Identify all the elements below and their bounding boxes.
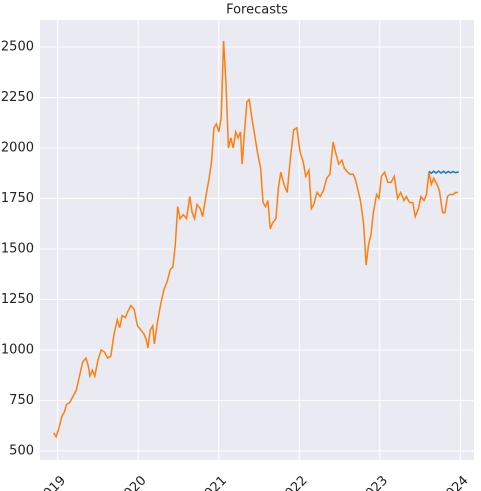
x-tick-label: 2024: [438, 473, 472, 491]
y-tick-label: 2500: [1, 40, 34, 55]
y-tick-label: 1250: [1, 292, 34, 307]
line-series: [428, 170, 459, 175]
x-tick-label: 2019: [35, 473, 69, 491]
x-tick-label: 2023: [357, 473, 391, 491]
x-tick-label: 2022: [277, 473, 311, 491]
x-tick-label: 2020: [116, 473, 150, 491]
y-tick-label: 2000: [1, 141, 34, 156]
y-tick-label: 750: [9, 393, 34, 408]
chart-title: Forecasts: [226, 3, 288, 18]
y-tick-label: 500: [9, 443, 34, 458]
y-tick-label: 1000: [1, 342, 34, 357]
y-tick-label: 2250: [1, 90, 34, 105]
line-series: [53, 40, 458, 439]
x-tick-label: 2021: [196, 473, 230, 491]
y-tick-label: 1750: [1, 191, 34, 206]
plot-area: [40, 20, 474, 460]
y-tick-label: 1500: [1, 241, 34, 256]
